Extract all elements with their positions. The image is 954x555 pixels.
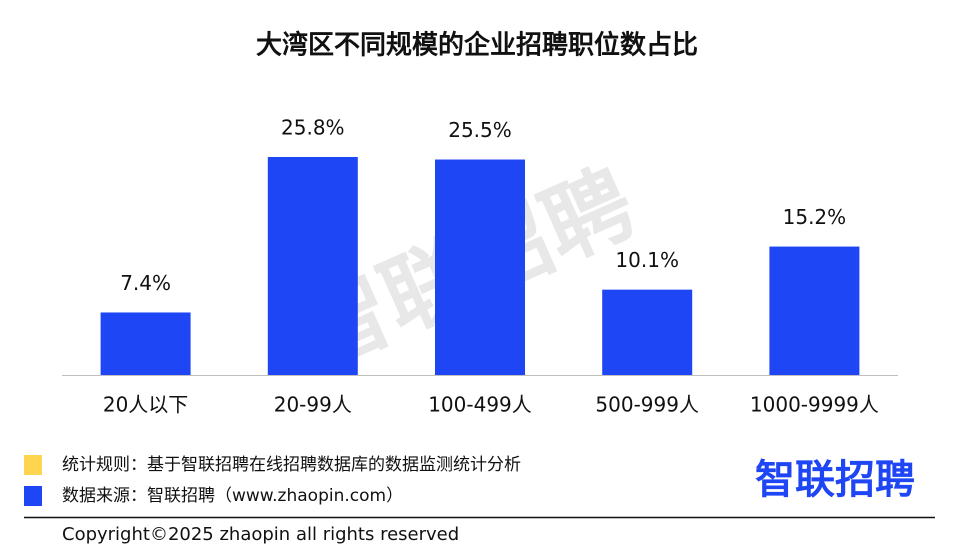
value-label: 25.5% <box>448 118 512 142</box>
value-label: 7.4% <box>120 271 171 295</box>
value-label: 10.1% <box>615 248 679 272</box>
x-tick-label: 500-999人 <box>595 393 699 417</box>
legend-swatch <box>24 455 42 475</box>
bar <box>100 312 191 375</box>
x-tick-label: 100-499人 <box>428 393 532 417</box>
value-label: 15.2% <box>783 205 847 229</box>
note: 统计规则：基于智联招聘在线招聘数据库的数据监测统计分析 <box>62 455 521 475</box>
note: 数据来源：智联招聘（www.zhaopin.com） <box>62 486 403 506</box>
bar <box>769 246 860 375</box>
bar <box>435 159 525 375</box>
chart-title: 大湾区不同规模的企业招聘职位数占比 <box>256 30 698 61</box>
logo: 智联招聘 <box>755 457 915 503</box>
x-tick-label: 20人以下 <box>103 393 188 417</box>
copyright: Copyright©2025 zhaopin all rights reserv… <box>62 524 459 545</box>
x-tick-label: 20-99人 <box>274 393 352 417</box>
bar <box>267 156 358 375</box>
x-tick-label: 1000-9999人 <box>750 393 879 417</box>
legend-swatch <box>24 486 42 506</box>
value-label: 25.8% <box>281 115 345 139</box>
bar <box>602 289 693 375</box>
